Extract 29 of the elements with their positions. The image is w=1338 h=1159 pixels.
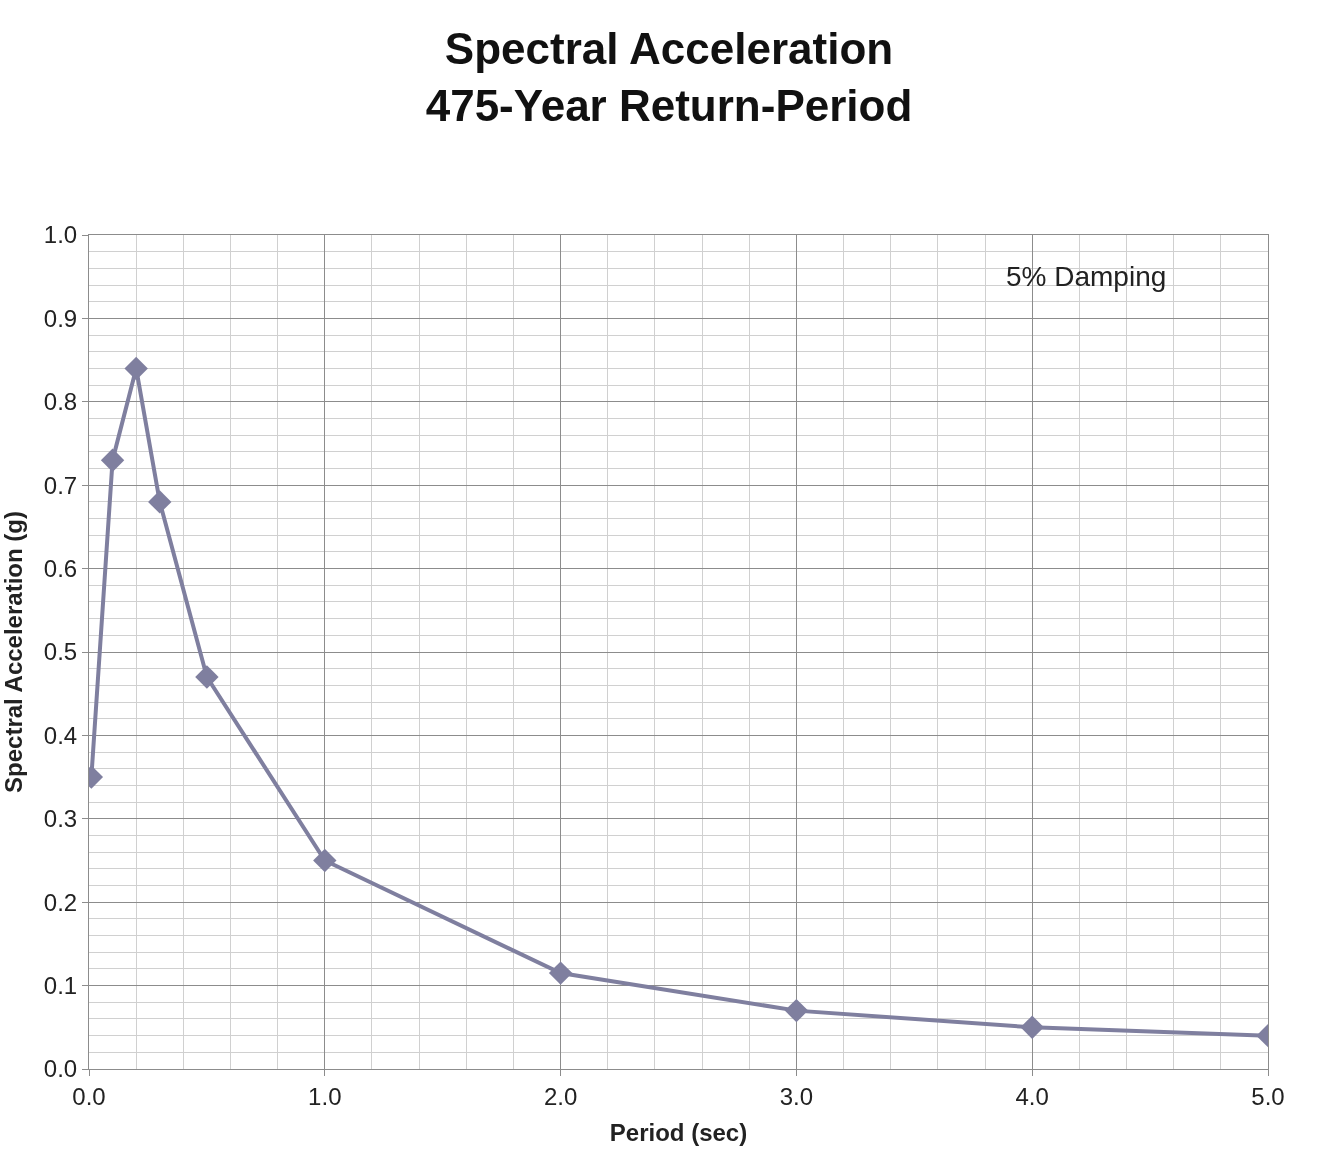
annotation: 5% Damping bbox=[1006, 261, 1167, 292]
point bbox=[195, 665, 219, 689]
x-tick-label: 0.0 bbox=[72, 1082, 106, 1110]
point bbox=[124, 356, 148, 381]
y-tick-label: 0.9 bbox=[43, 304, 78, 332]
point bbox=[313, 848, 337, 873]
x-tick-label: 5.0 bbox=[1251, 1082, 1285, 1110]
y-tick-label: 0.8 bbox=[43, 388, 78, 416]
y-tick-label: 0.5 bbox=[43, 638, 78, 666]
point bbox=[548, 961, 573, 985]
x-axis-title: Period (sec) bbox=[609, 1119, 748, 1147]
point bbox=[100, 448, 125, 472]
y-tick-label: 0.6 bbox=[43, 555, 78, 582]
x-tick-label: 4.0 bbox=[1015, 1082, 1049, 1110]
y-tick-label: 0.0 bbox=[43, 1055, 78, 1083]
y-tick-label: 0.4 bbox=[43, 721, 78, 749]
y-tick-label: 0.1 bbox=[43, 972, 78, 999]
y-tick-label: 0.7 bbox=[43, 471, 78, 499]
point bbox=[784, 998, 809, 1023]
x-tick-label: 1.0 bbox=[308, 1082, 342, 1110]
point bbox=[148, 490, 172, 514]
y-tick-label: 0.2 bbox=[43, 888, 78, 916]
y-axis-title: Spectral Acceleration (g) bbox=[0, 511, 27, 793]
y-tick-label: 0.3 bbox=[43, 805, 78, 833]
x-tick-label: 3.0 bbox=[779, 1082, 814, 1110]
point bbox=[1020, 1015, 1044, 1039]
y-tick-label: 1.0 bbox=[43, 221, 78, 249]
x-tick-label: 2.0 bbox=[543, 1082, 578, 1110]
chart-title: Spectral Acceleration 475-Year Return-Period bbox=[425, 23, 913, 130]
